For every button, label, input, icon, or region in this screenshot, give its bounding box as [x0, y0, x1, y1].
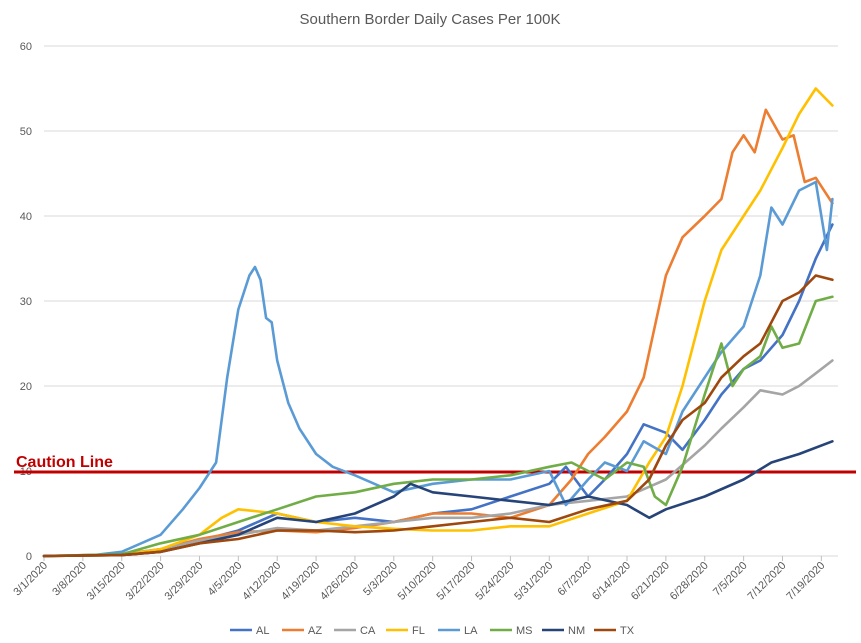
x-tick-label: 5/17/2020	[435, 560, 478, 603]
caution-line-label: Caution Line	[16, 454, 113, 471]
x-tick-label: 4/19/2020	[279, 560, 322, 603]
legend-label-tx: TX	[620, 625, 635, 637]
x-tick-label: 3/15/2020	[85, 560, 128, 603]
series-line-ms	[42, 295, 834, 558]
legend-label-az: AZ	[308, 625, 322, 637]
series-line-fl	[42, 87, 834, 558]
x-tick-label: 6/7/2020	[555, 560, 594, 599]
y-tick-label: 0	[26, 551, 32, 563]
series-line-az	[42, 108, 834, 558]
legend-label-fl: FL	[412, 625, 425, 637]
x-tick-label: 6/21/2020	[629, 560, 672, 603]
series-lines	[42, 87, 834, 558]
legend-label-al: AL	[256, 625, 269, 637]
x-tick-label: 5/10/2020	[396, 560, 439, 603]
legend-label-la: LA	[464, 625, 478, 637]
x-tick-label: 5/3/2020	[361, 560, 400, 599]
legend-label-ms: MS	[516, 625, 533, 637]
y-tick-label: 50	[20, 126, 32, 138]
x-tick-label: 7/5/2020	[711, 560, 750, 599]
y-tick-label: 60	[20, 41, 32, 53]
legend-label-ca: CA	[360, 625, 376, 637]
legend-label-nm: NM	[568, 625, 585, 637]
y-tick-label: 30	[20, 296, 32, 308]
x-tick-label: 5/31/2020	[512, 560, 555, 603]
x-tick-label: 3/22/2020	[124, 560, 167, 603]
series-line-la	[42, 180, 834, 558]
x-axis-ticks: 3/1/2020 3/8/20203/15/20203/22/20203/29/2…	[11, 556, 827, 603]
y-tick-label: 40	[20, 211, 32, 223]
chart-title: Southern Border Daily Cases Per 100K	[300, 11, 561, 28]
x-tick-label: 7/12/2020	[746, 560, 789, 603]
series-line-al	[42, 223, 834, 558]
x-tick-label: 3/29/2020	[163, 560, 206, 603]
x-tick-label: 3/1/2020	[11, 560, 50, 599]
x-tick-label: 6/14/2020	[590, 560, 633, 603]
y-axis-ticks: 0102030405060	[20, 41, 32, 563]
x-tick-label: 4/5/2020	[206, 560, 245, 599]
x-tick-label: 5/24/2020	[473, 560, 516, 603]
x-tick-label: 6/28/2020	[668, 560, 711, 603]
series-line-tx	[42, 274, 834, 558]
x-tick-label: 4/26/2020	[318, 560, 361, 603]
x-tick-label: 4/12/2020	[240, 560, 283, 603]
y-tick-label: 20	[20, 381, 32, 393]
x-tick-label: 7/19/2020	[784, 560, 827, 603]
x-tick-label: 3/8/2020	[50, 560, 89, 599]
legend: AL AZ CA FL LA MS NM TX	[230, 625, 635, 637]
series-line-nm	[42, 439, 834, 558]
